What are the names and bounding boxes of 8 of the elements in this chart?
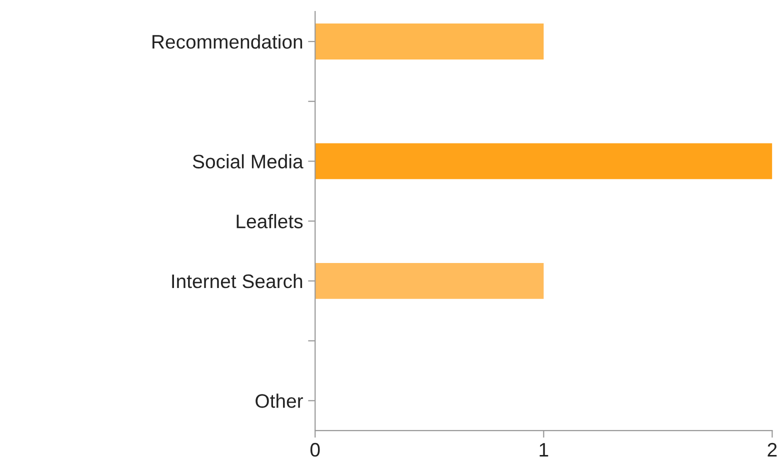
x-tick-label: 0 (310, 442, 320, 457)
y-tick-label: Social Media (192, 154, 304, 168)
y-tick-label: Internet Search (172, 274, 302, 288)
y-tick-label: Recommendation (152, 34, 302, 49)
y-tick-label: Other (256, 394, 303, 408)
y-tick-label: Leaflets (236, 214, 303, 228)
x-tick-label: 1 (540, 443, 548, 456)
x-tick-label: 2 (768, 442, 777, 456)
